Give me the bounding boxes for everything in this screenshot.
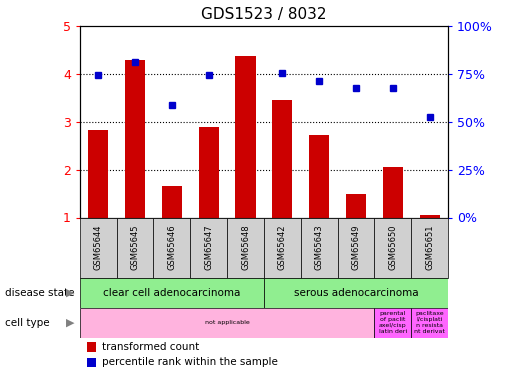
Bar — [87, 358, 96, 367]
Bar — [374, 217, 411, 278]
Bar — [80, 308, 374, 338]
Text: GSM65647: GSM65647 — [204, 225, 213, 270]
Text: paclitaxe
l/cisplati
n resista
nt derivat: paclitaxe l/cisplati n resista nt deriva… — [414, 311, 445, 334]
Text: GSM65644: GSM65644 — [94, 225, 102, 270]
Text: GSM65646: GSM65646 — [167, 225, 176, 270]
Text: clear cell adenocarcinoma: clear cell adenocarcinoma — [103, 288, 241, 297]
Text: cell type: cell type — [5, 318, 50, 327]
Bar — [346, 194, 366, 217]
Bar — [80, 217, 117, 278]
Bar — [235, 56, 255, 217]
Text: ▶: ▶ — [66, 288, 75, 297]
Bar — [272, 100, 293, 218]
Title: GDS1523 / 8032: GDS1523 / 8032 — [201, 7, 327, 22]
Bar — [191, 217, 227, 278]
Text: GSM65649: GSM65649 — [352, 225, 360, 270]
Bar — [116, 217, 153, 278]
Text: GSM65651: GSM65651 — [425, 225, 434, 270]
Bar — [411, 217, 448, 278]
Bar — [199, 127, 219, 218]
Bar — [264, 278, 448, 308]
Bar — [162, 186, 182, 218]
Bar — [420, 215, 440, 217]
Bar — [88, 130, 108, 218]
Bar — [374, 308, 411, 338]
Bar — [80, 278, 264, 308]
Text: percentile rank within the sample: percentile rank within the sample — [102, 357, 278, 368]
Bar — [309, 135, 329, 218]
Text: serous adenocarcinoma: serous adenocarcinoma — [294, 288, 418, 297]
Text: transformed count: transformed count — [102, 342, 199, 352]
Text: GSM65643: GSM65643 — [315, 225, 323, 270]
Text: GSM65648: GSM65648 — [241, 225, 250, 270]
Text: parental
of paclit
axel/cisp
latin deri: parental of paclit axel/cisp latin deri — [379, 311, 407, 334]
Text: GSM65645: GSM65645 — [131, 225, 140, 270]
Bar — [125, 60, 145, 217]
Text: not applicable: not applicable — [205, 320, 249, 325]
Text: ▶: ▶ — [66, 318, 75, 327]
Bar — [227, 217, 264, 278]
Bar — [383, 167, 403, 218]
Text: GSM65642: GSM65642 — [278, 225, 287, 270]
Bar — [87, 342, 96, 352]
Text: disease state: disease state — [5, 288, 75, 297]
Bar — [301, 217, 338, 278]
Bar — [264, 217, 301, 278]
Bar — [411, 308, 448, 338]
Bar — [153, 217, 191, 278]
Bar — [338, 217, 374, 278]
Text: GSM65650: GSM65650 — [388, 225, 397, 270]
